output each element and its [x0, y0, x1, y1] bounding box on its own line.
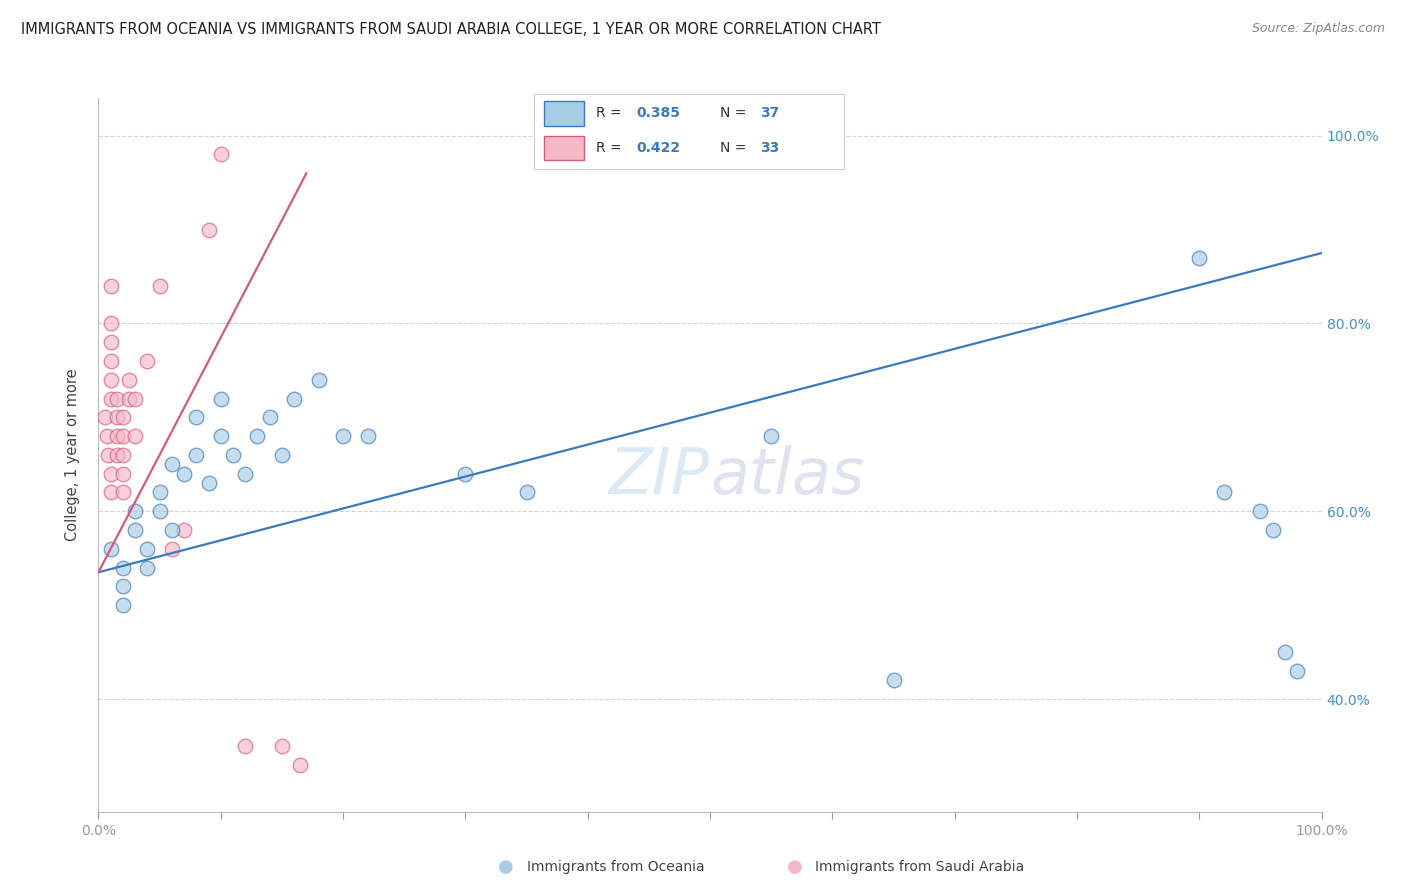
Point: [100, 335, 122, 350]
Point: [209, 392, 232, 406]
Point: [209, 147, 232, 161]
Point: [111, 560, 134, 574]
Point: [136, 560, 159, 574]
Point: [197, 222, 219, 236]
Text: R =: R =: [596, 141, 626, 155]
Text: 0.385: 0.385: [637, 106, 681, 120]
Text: Immigrants from Saudi Arabia: Immigrants from Saudi Arabia: [815, 860, 1025, 874]
Point: [186, 448, 208, 462]
Point: [118, 392, 141, 406]
Point: [197, 476, 219, 491]
Point: [100, 279, 122, 293]
Point: [454, 467, 477, 481]
Point: [209, 429, 232, 443]
Point: [111, 467, 134, 481]
Point: [1286, 664, 1309, 678]
Point: [1261, 523, 1284, 537]
Text: ●: ●: [786, 858, 803, 876]
Point: [105, 410, 128, 425]
Point: [111, 579, 134, 593]
Point: [883, 673, 905, 688]
Point: [259, 410, 281, 425]
Point: [105, 392, 128, 406]
FancyBboxPatch shape: [544, 101, 583, 126]
FancyBboxPatch shape: [544, 136, 583, 161]
Point: [283, 392, 305, 406]
Point: [100, 467, 122, 481]
Point: [124, 523, 146, 537]
Point: [100, 541, 122, 556]
Point: [149, 504, 172, 518]
Point: [149, 485, 172, 500]
Point: [111, 410, 134, 425]
Point: [124, 504, 146, 518]
Point: [111, 429, 134, 443]
Point: [173, 467, 195, 481]
Point: [356, 429, 378, 443]
Point: [100, 485, 122, 500]
Point: [246, 429, 269, 443]
Point: [105, 448, 128, 462]
Point: [1188, 251, 1211, 265]
Point: [1249, 504, 1271, 518]
Text: ZIP: ZIP: [609, 445, 710, 508]
Point: [186, 410, 208, 425]
Point: [160, 458, 183, 472]
Point: [105, 429, 128, 443]
Point: [270, 739, 294, 753]
Point: [136, 541, 159, 556]
Point: [111, 485, 134, 500]
Point: [761, 429, 783, 443]
Point: [515, 485, 537, 500]
Point: [136, 354, 159, 368]
Text: N =: N =: [720, 141, 751, 155]
Point: [100, 373, 122, 387]
Point: [111, 448, 134, 462]
Point: [233, 467, 256, 481]
Point: [160, 541, 183, 556]
Point: [1274, 645, 1296, 659]
Point: [332, 429, 354, 443]
Point: [233, 739, 256, 753]
Point: [111, 598, 134, 612]
Point: [149, 279, 172, 293]
Point: [160, 523, 183, 537]
Point: [93, 410, 115, 425]
Text: 33: 33: [761, 141, 779, 155]
Point: [222, 448, 245, 462]
Point: [124, 392, 146, 406]
Point: [118, 373, 141, 387]
Point: [290, 757, 312, 772]
Y-axis label: College, 1 year or more: College, 1 year or more: [65, 368, 80, 541]
Point: [124, 429, 146, 443]
Text: Source: ZipAtlas.com: Source: ZipAtlas.com: [1251, 22, 1385, 36]
Text: IMMIGRANTS FROM OCEANIA VS IMMIGRANTS FROM SAUDI ARABIA COLLEGE, 1 YEAR OR MORE : IMMIGRANTS FROM OCEANIA VS IMMIGRANTS FR…: [21, 22, 882, 37]
Point: [96, 429, 118, 443]
Text: atlas: atlas: [710, 445, 865, 508]
Text: N =: N =: [720, 106, 751, 120]
Point: [97, 448, 120, 462]
Point: [1212, 485, 1234, 500]
Point: [270, 448, 294, 462]
Point: [173, 523, 195, 537]
Text: 0.422: 0.422: [637, 141, 681, 155]
Point: [100, 317, 122, 331]
Point: [100, 354, 122, 368]
Point: [308, 373, 330, 387]
Text: 37: 37: [761, 106, 779, 120]
Text: ●: ●: [498, 858, 515, 876]
Text: Immigrants from Oceania: Immigrants from Oceania: [527, 860, 704, 874]
Point: [100, 392, 122, 406]
Text: R =: R =: [596, 106, 626, 120]
